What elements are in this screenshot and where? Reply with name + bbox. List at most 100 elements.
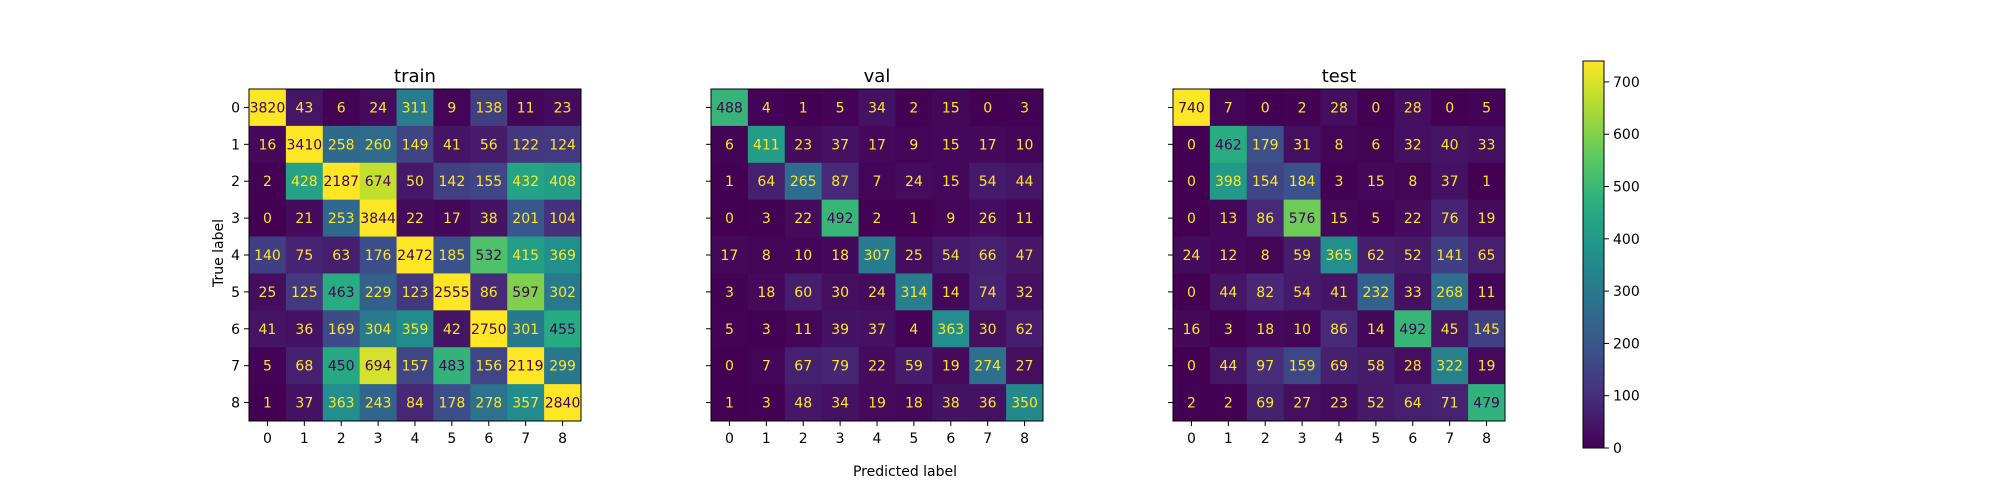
cell-value: 16 — [1183, 322, 1201, 338]
heatmap-cell — [784, 89, 823, 127]
cell-value: 365 — [1326, 248, 1353, 264]
cell-value: 5 — [1482, 100, 1491, 116]
cell-value: 12 — [1219, 248, 1237, 264]
cell-value: 322 — [1436, 359, 1463, 375]
x-tick-label: 5 — [1371, 431, 1380, 447]
cell-value: 23 — [1330, 396, 1348, 412]
cell-value: 65 — [1478, 248, 1496, 264]
heatmap-cell — [895, 347, 933, 385]
heatmap-cell — [932, 310, 970, 348]
heatmap-cell — [1394, 236, 1432, 274]
heatmap-cell — [359, 384, 397, 422]
heatmap-cell — [359, 125, 397, 164]
cell-value: 0 — [1187, 174, 1196, 190]
heatmap-cell — [1468, 162, 1506, 201]
heatmap-cell — [322, 347, 361, 385]
heatmap-cell — [711, 273, 749, 311]
heatmap-cell — [821, 347, 859, 385]
heatmap-cell — [470, 384, 508, 422]
cell-value: 39 — [831, 322, 849, 338]
x-tick-label: 2 — [1261, 431, 1270, 447]
heatmap-cell — [1283, 347, 1321, 385]
cell-value: 492 — [1399, 322, 1426, 338]
y-tick-label: 3 — [231, 211, 240, 227]
heatmap-cell — [1431, 125, 1469, 164]
cell-value: 268 — [1436, 285, 1463, 301]
heatmap-cell — [470, 89, 508, 127]
heatmap-cell — [507, 199, 545, 237]
heatmap-cell — [1283, 384, 1321, 422]
cell-value: 159 — [1289, 359, 1316, 375]
cell-value: 9 — [946, 211, 955, 227]
x-tick-label: 0 — [1187, 431, 1196, 447]
cell-value: 24 — [369, 100, 387, 116]
cell-value: 18 — [905, 396, 923, 412]
cell-value: 10 — [1293, 322, 1311, 338]
heatmap-cell — [1283, 310, 1321, 348]
heatmap-cell — [396, 347, 434, 385]
x-tick-label: 4 — [1335, 431, 1344, 447]
cell-value: 4 — [909, 322, 918, 338]
cell-value: 398 — [1215, 174, 1242, 190]
colorbar-tick-label: 0 — [1613, 441, 1622, 457]
heatmap-cell — [322, 236, 361, 274]
cell-value: 2472 — [397, 248, 433, 264]
heatmap-cell — [1320, 162, 1358, 201]
cell-value: 30 — [831, 285, 849, 301]
heatmap-cell — [784, 310, 823, 348]
heatmap-cell — [858, 162, 896, 201]
colorbar: 0 100 200 300 400 500 600 700 — [1582, 60, 1640, 457]
cell-value: 23 — [554, 100, 572, 116]
heatmap-cell — [285, 89, 324, 127]
heatmap-cell — [895, 236, 933, 274]
cell-value: 41 — [1330, 285, 1348, 301]
cell-value: 86 — [1330, 322, 1348, 338]
x-tick-label: 7 — [521, 431, 530, 447]
heatmap-cell — [433, 273, 471, 311]
cell-value: 62 — [1367, 248, 1385, 264]
heatmap-cell — [821, 310, 859, 348]
heatmap-cell — [544, 236, 582, 274]
heatmap-cell — [1173, 310, 1211, 348]
cell-value: 18 — [757, 285, 775, 301]
cell-value: 5 — [725, 322, 734, 338]
cell-value: 68 — [295, 359, 313, 375]
cell-value: 19 — [942, 359, 960, 375]
heatmap-cell — [1431, 273, 1469, 311]
heatmap-cell — [711, 125, 749, 164]
heatmap-cell — [433, 199, 471, 237]
heatmap-cell — [396, 236, 434, 274]
cell-value: 359 — [402, 322, 429, 338]
heatmap-cell — [1357, 199, 1395, 237]
heatmap-cell — [359, 89, 397, 127]
cell-value: 60 — [794, 285, 812, 301]
heatmap-cell — [1468, 384, 1506, 422]
y-tick-label: 8 — [231, 396, 240, 412]
heatmap-cell — [747, 236, 786, 274]
cell-value: 7 — [873, 174, 882, 190]
colorbar-tick-label: 100 — [1613, 389, 1640, 405]
heatmap-cell — [433, 236, 471, 274]
cell-value: 274 — [974, 359, 1001, 375]
colorbar-tick-label: 500 — [1613, 180, 1640, 196]
cell-value: 17 — [979, 137, 997, 153]
y-tick-label: 5 — [231, 285, 240, 301]
cell-value: 11 — [794, 322, 812, 338]
cell-value: 3 — [725, 285, 734, 301]
heatmap-cell — [932, 273, 970, 311]
heatmap-cell — [1357, 236, 1395, 274]
cell-value: 1 — [725, 396, 734, 412]
heatmap-cell — [1468, 125, 1506, 164]
heatmap-cell — [285, 125, 324, 164]
cell-value: 492 — [827, 211, 854, 227]
cell-value: 3 — [762, 396, 771, 412]
cell-value: 11 — [1478, 285, 1496, 301]
cell-value: 15 — [1330, 211, 1348, 227]
cell-value: 64 — [1404, 396, 1422, 412]
heatmap-cell — [747, 89, 786, 127]
cell-value: 415 — [512, 248, 539, 264]
x-tick-label: 1 — [1224, 431, 1233, 447]
cell-value: 9 — [909, 137, 918, 153]
x-tick-label: 3 — [374, 431, 383, 447]
cell-value: 19 — [1478, 211, 1496, 227]
